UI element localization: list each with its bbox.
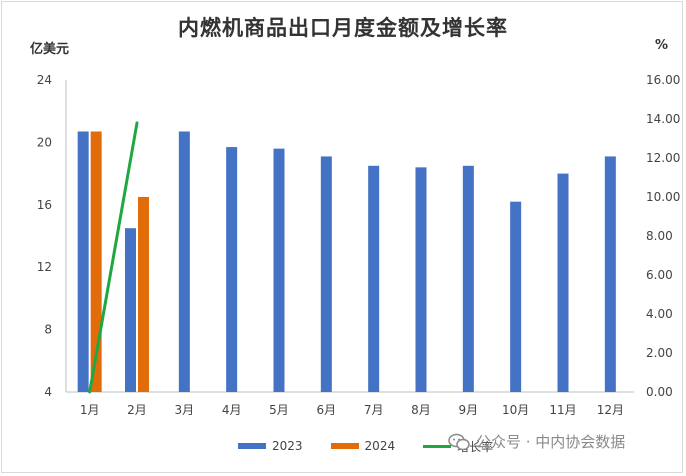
bar-2023 — [178, 131, 190, 393]
y-right-tick-label: 12.00 — [646, 151, 680, 165]
bar-2023 — [77, 131, 89, 393]
legend-swatch-2024 — [330, 443, 359, 449]
x-tick-label: 12月 — [597, 403, 624, 417]
x-tick-label: 6月 — [317, 403, 337, 417]
y-left-tick-label: 4 — [44, 385, 52, 399]
bar-2023 — [462, 165, 474, 392]
watermark-text: 公众号 · 中内协会数据 — [476, 433, 626, 451]
bar-2023 — [125, 228, 136, 392]
bar-2023 — [415, 167, 427, 392]
y-right-tick-label: 8.00 — [646, 229, 673, 243]
x-tick-label: 2月 — [127, 403, 147, 417]
bar-2023 — [320, 156, 332, 392]
x-tick-label: 9月 — [459, 403, 479, 417]
y-left-unit-label: 亿美元 — [30, 42, 70, 57]
growth-rate-line — [88, 121, 139, 394]
legend-label-2023: 2023 — [272, 439, 303, 453]
y-left-tick-label: 8 — [44, 323, 52, 337]
bar-2023 — [604, 156, 616, 392]
bar-2023 — [368, 165, 380, 392]
y-right-unit-label: % — [655, 38, 669, 53]
x-tick-label: 1月 — [80, 403, 100, 417]
y-right-tick-label: 16.00 — [646, 73, 680, 87]
x-tick-label: 7月 — [364, 403, 384, 417]
legend-swatch-2023 — [238, 443, 266, 449]
y-left-tick-label: 16 — [37, 198, 52, 212]
y-right-tick-label: 2.00 — [646, 346, 673, 360]
watermark: 公众号 · 中内协会数据 — [448, 431, 625, 452]
y-right-tick-label: 14.00 — [646, 112, 680, 126]
y-left-tick-label: 12 — [37, 260, 52, 274]
wechat-icon — [448, 433, 470, 450]
x-tick-label: 5月 — [269, 403, 289, 417]
y-right-tick-label: 0.00 — [646, 385, 673, 399]
bar-2023 — [557, 173, 569, 392]
legend-label-2024: 2024 — [364, 439, 396, 453]
bar-2023 — [510, 201, 522, 392]
legend-item-2024: 2024 — [330, 439, 396, 453]
bar-2024 — [90, 131, 102, 393]
y-right-tick-label: 10.00 — [646, 190, 680, 204]
y-right-tick-label: 4.00 — [646, 307, 673, 321]
x-tick-label: 3月 — [175, 403, 195, 417]
legend-swatch-growth — [423, 444, 452, 448]
bar-2023 — [226, 147, 238, 392]
x-tick-label: 4月 — [222, 403, 242, 417]
y-right-tick-label: 6.00 — [646, 268, 673, 282]
bar-2024 — [138, 197, 149, 392]
chart-title: 内燃机商品出口月度金额及增长率 — [178, 16, 508, 40]
x-tick-label: 11月 — [549, 403, 576, 417]
y-left-tick-label: 24 — [37, 73, 52, 87]
x-tick-label: 8月 — [411, 403, 431, 417]
bar-2023 — [273, 148, 285, 392]
x-tick-label: 10月 — [502, 403, 529, 417]
y-left-tick-label: 20 — [37, 135, 52, 149]
legend-item-2023: 2023 — [238, 439, 303, 453]
